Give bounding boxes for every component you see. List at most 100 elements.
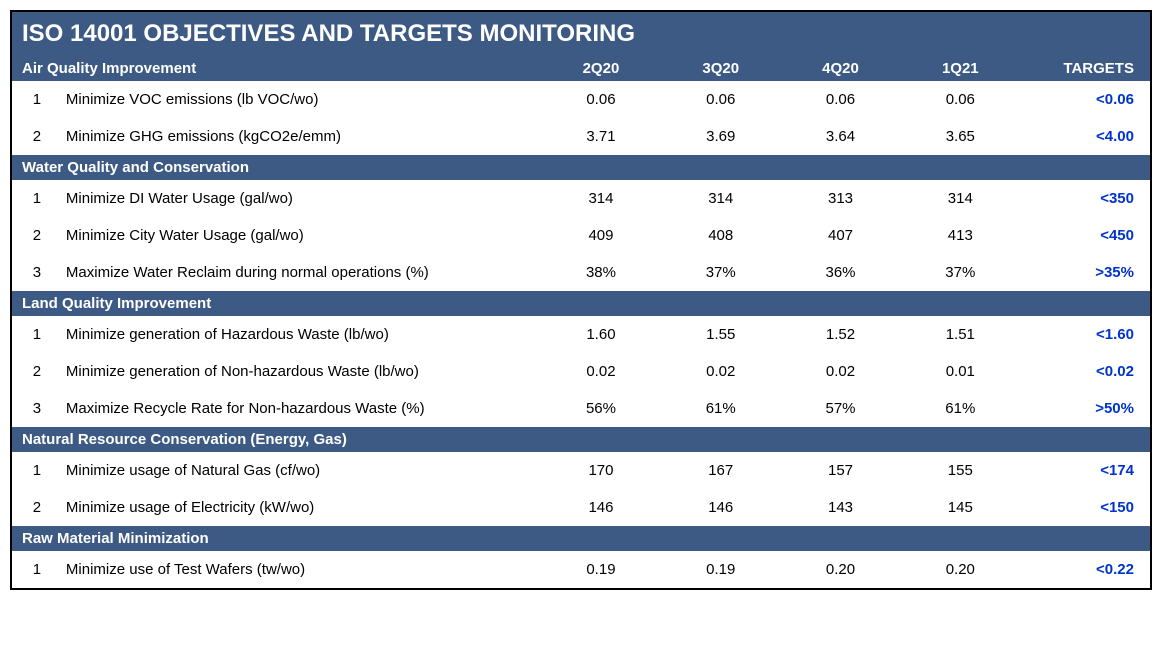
row-value: 0.02 <box>661 363 781 380</box>
row-value: 0.01 <box>900 363 1020 380</box>
row-value: 0.02 <box>781 363 901 380</box>
table-title: ISO 14001 OBJECTIVES AND TARGETS MONITOR… <box>12 12 1150 56</box>
row-value: 1.60 <box>541 326 661 343</box>
row-value: 37% <box>900 264 1020 281</box>
row-value: 3.69 <box>661 128 781 145</box>
row-value: 3.64 <box>781 128 901 145</box>
row-value: 56% <box>541 400 661 417</box>
row-value: 57% <box>781 400 901 417</box>
row-target: <350 <box>1020 190 1150 207</box>
row-index: 1 <box>12 91 62 108</box>
row-target: <0.22 <box>1020 561 1150 578</box>
row-target: <1.60 <box>1020 326 1150 343</box>
section-name: Air Quality Improvement <box>12 60 541 77</box>
table-row: 3Maximize Water Reclaim during normal op… <box>12 254 1150 291</box>
row-metric: Maximize Recycle Rate for Non-hazardous … <box>62 400 541 417</box>
targets-header: TARGETS <box>1020 60 1150 77</box>
row-target: >50% <box>1020 400 1150 417</box>
row-index: 3 <box>12 400 62 417</box>
table-row: 1Minimize use of Test Wafers (tw/wo)0.19… <box>12 551 1150 588</box>
table-row: 1Minimize usage of Natural Gas (cf/wo)17… <box>12 452 1150 489</box>
row-value: 314 <box>661 190 781 207</box>
row-target: <4.00 <box>1020 128 1150 145</box>
row-value: 0.06 <box>661 91 781 108</box>
row-index: 1 <box>12 190 62 207</box>
row-value: 0.19 <box>661 561 781 578</box>
section-name: Land Quality Improvement <box>12 295 542 312</box>
row-metric: Minimize DI Water Usage (gal/wo) <box>62 190 541 207</box>
section-header: Water Quality and Conservation <box>12 155 1150 180</box>
row-value: 3.65 <box>900 128 1020 145</box>
row-metric: Minimize GHG emissions (kgCO2e/emm) <box>62 128 541 145</box>
period-header: 4Q20 <box>781 60 901 77</box>
row-value: 314 <box>541 190 661 207</box>
table-row: 2Minimize generation of Non-hazardous Wa… <box>12 353 1150 390</box>
row-value: 61% <box>661 400 781 417</box>
row-target: <0.02 <box>1020 363 1150 380</box>
section-header: Land Quality Improvement <box>12 291 1150 316</box>
row-value: 143 <box>781 499 901 516</box>
row-value: 157 <box>781 462 901 479</box>
row-index: 1 <box>12 326 62 343</box>
row-target: >35% <box>1020 264 1150 281</box>
row-index: 2 <box>12 227 62 244</box>
monitoring-table: ISO 14001 OBJECTIVES AND TARGETS MONITOR… <box>10 10 1152 590</box>
row-value: 170 <box>541 462 661 479</box>
period-header: 1Q21 <box>900 60 1020 77</box>
section-header: Natural Resource Conservation (Energy, G… <box>12 427 1150 452</box>
row-index: 1 <box>12 561 62 578</box>
row-value: 0.19 <box>541 561 661 578</box>
section-header: Raw Material Minimization <box>12 526 1150 551</box>
section-name: Natural Resource Conservation (Energy, G… <box>12 431 542 448</box>
row-target: <450 <box>1020 227 1150 244</box>
row-value: 314 <box>900 190 1020 207</box>
row-value: 145 <box>900 499 1020 516</box>
row-value: 146 <box>541 499 661 516</box>
section-name: Water Quality and Conservation <box>12 159 542 176</box>
table-row: 2Minimize usage of Electricity (kW/wo)14… <box>12 489 1150 526</box>
table-row: 2Minimize City Water Usage (gal/wo)40940… <box>12 217 1150 254</box>
row-value: 37% <box>661 264 781 281</box>
row-value: 146 <box>661 499 781 516</box>
period-header: 3Q20 <box>661 60 781 77</box>
row-metric: Minimize generation of Non-hazardous Was… <box>62 363 541 380</box>
table-row: 3Maximize Recycle Rate for Non-hazardous… <box>12 390 1150 427</box>
row-value: 0.02 <box>541 363 661 380</box>
section-header: Air Quality Improvement2Q203Q204Q201Q21T… <box>12 56 1150 81</box>
row-metric: Minimize use of Test Wafers (tw/wo) <box>62 561 541 578</box>
row-index: 1 <box>12 462 62 479</box>
row-target: <174 <box>1020 462 1150 479</box>
row-value: 167 <box>661 462 781 479</box>
row-value: 0.06 <box>541 91 661 108</box>
row-value: 413 <box>900 227 1020 244</box>
table-row: 1Minimize DI Water Usage (gal/wo)3143143… <box>12 180 1150 217</box>
row-value: 155 <box>900 462 1020 479</box>
section-name: Raw Material Minimization <box>12 530 542 547</box>
row-index: 2 <box>12 128 62 145</box>
table-row: 1Minimize VOC emissions (lb VOC/wo)0.060… <box>12 81 1150 118</box>
row-value: 409 <box>541 227 661 244</box>
row-value: 1.52 <box>781 326 901 343</box>
row-target: <0.06 <box>1020 91 1150 108</box>
row-value: 0.06 <box>900 91 1020 108</box>
row-value: 0.20 <box>900 561 1020 578</box>
table-row: 1Minimize generation of Hazardous Waste … <box>12 316 1150 353</box>
row-metric: Minimize generation of Hazardous Waste (… <box>62 326 541 343</box>
row-value: 38% <box>541 264 661 281</box>
table-body: Air Quality Improvement2Q203Q204Q201Q21T… <box>12 56 1150 588</box>
row-value: 1.51 <box>900 326 1020 343</box>
period-header: 2Q20 <box>541 60 661 77</box>
row-value: 407 <box>781 227 901 244</box>
row-value: 1.55 <box>661 326 781 343</box>
row-metric: Minimize usage of Electricity (kW/wo) <box>62 499 541 516</box>
row-metric: Minimize usage of Natural Gas (cf/wo) <box>62 462 541 479</box>
row-value: 3.71 <box>541 128 661 145</box>
row-value: 408 <box>661 227 781 244</box>
row-target: <150 <box>1020 499 1150 516</box>
row-metric: Minimize VOC emissions (lb VOC/wo) <box>62 91 541 108</box>
row-value: 0.20 <box>781 561 901 578</box>
row-index: 3 <box>12 264 62 281</box>
table-row: 2Minimize GHG emissions (kgCO2e/emm)3.71… <box>12 118 1150 155</box>
row-value: 0.06 <box>781 91 901 108</box>
row-value: 61% <box>900 400 1020 417</box>
